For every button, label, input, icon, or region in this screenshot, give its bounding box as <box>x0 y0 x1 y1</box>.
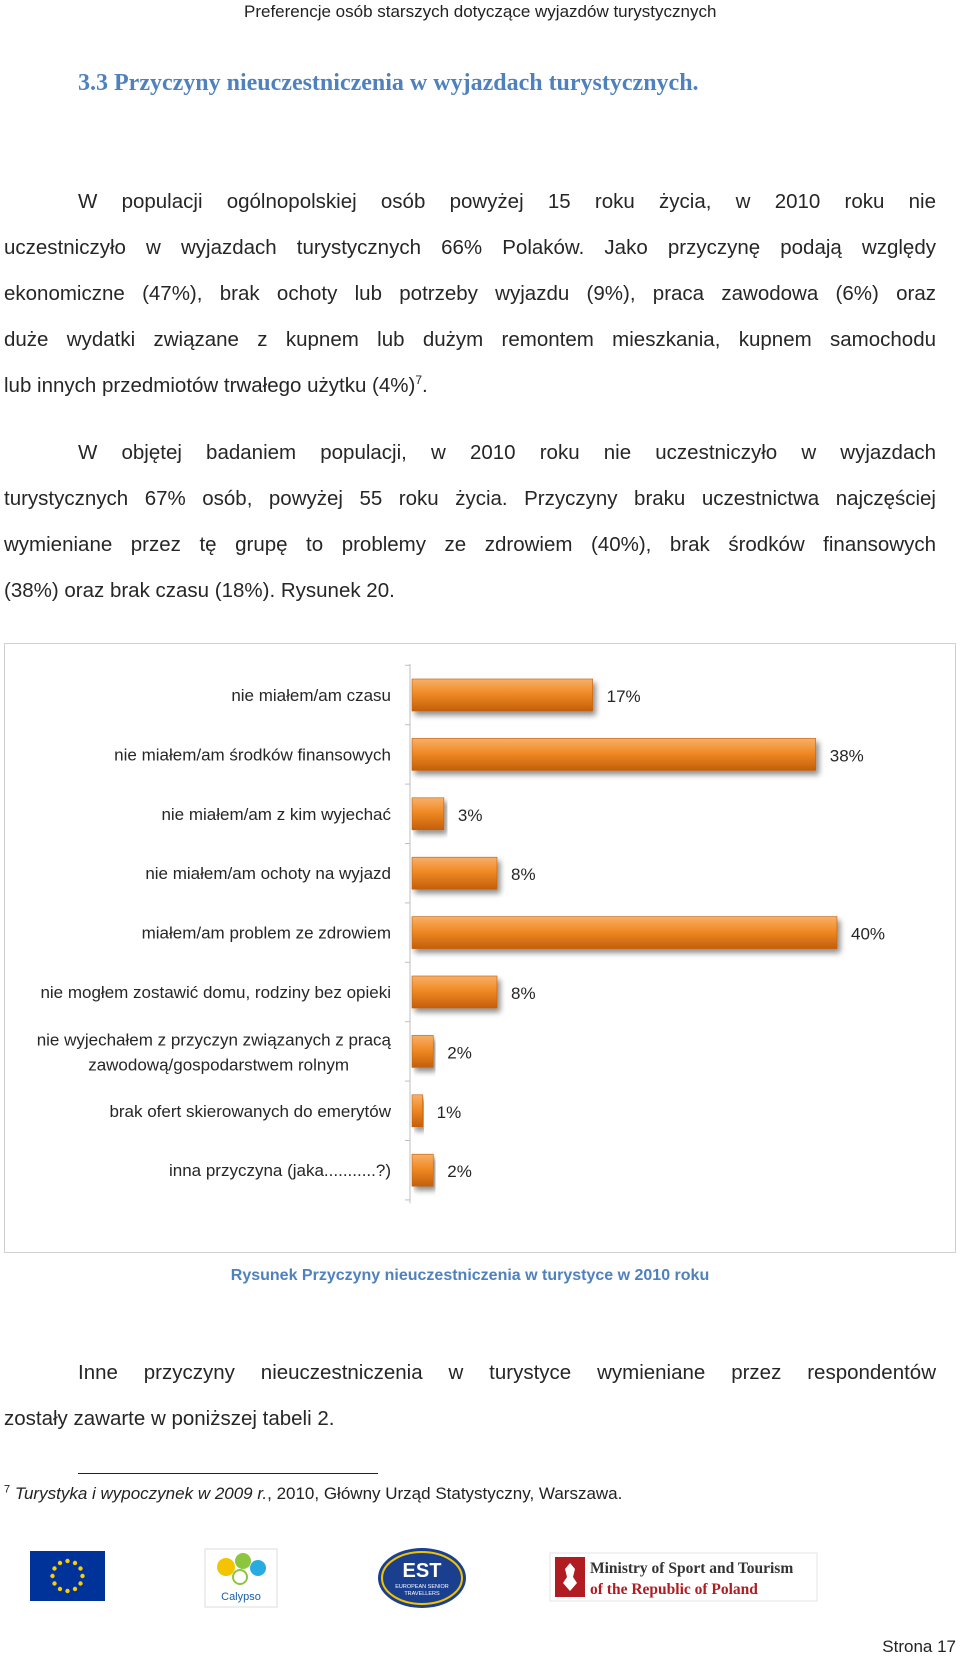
ministry-line-2: of the Republic of Poland <box>590 1581 758 1598</box>
ministry-logo: Ministry of Sport and Tourism of the Rep… <box>549 1552 818 1602</box>
footnote-number: 7 <box>4 1483 11 1496</box>
running-header-title: Preferencje osób starszych dotyczące wyj… <box>244 2 717 21</box>
logo-strip: Calypso EST EUROPEAN SENIOR TRAVELLERS M… <box>0 1545 960 1625</box>
chart-value-label: 17% <box>607 687 641 706</box>
chart-value-label: 2% <box>447 1162 472 1181</box>
page-number: Strona 17 <box>882 1637 956 1656</box>
eu-star-icon <box>57 1560 63 1566</box>
footnote-ref[interactable]: 7 <box>415 373 423 388</box>
figure-caption: Rysunek Przyczyny nieuczestniczenia w tu… <box>230 1267 710 1284</box>
paragraph-2: W objętej badaniem populacji, w 2010 rok… <box>4 430 936 614</box>
eu-star-icon <box>52 1566 57 1571</box>
paragraph-2-line: W objętej badaniem populacji, w 2010 rok… <box>78 441 936 464</box>
ministry-line-1: Ministry of Sport and Tourism <box>590 1560 793 1577</box>
chart-category-label: nie miałem/am czasu <box>231 686 391 705</box>
eu-star-icon <box>72 1560 78 1566</box>
paragraph-3-line: zostały zawarte w poniższej tabeli 2. <box>4 1407 335 1430</box>
chart-category-label: nie miałem/am ochoty na wyjazd <box>145 864 391 883</box>
paragraph-2-line: wymieniane przez tę grupę to problemy ze… <box>4 533 936 556</box>
eu-star-icon <box>80 1573 85 1579</box>
chart-category-label: nie miałem/am środków finansowych <box>114 745 391 764</box>
paragraph-1-last-line: lub innych przedmiotów trwałego użytku (… <box>4 363 936 409</box>
calypso-logo: Calypso <box>204 1548 278 1608</box>
chart-bar <box>411 797 445 831</box>
paragraph-1-line: duże wydatki związane z kupnem lub dużym… <box>4 328 936 351</box>
eu-star-icon <box>65 1558 70 1564</box>
chart-value-label: 8% <box>511 984 536 1003</box>
paragraph-1-line: W populacji ogólnopolskiej osób powyżej … <box>78 190 936 213</box>
chart-bar <box>411 678 593 712</box>
chart-frame: 17% nie miałem/am czasu 38% nie miałem/am ś… <box>4 643 956 1253</box>
chart-value-label: 8% <box>511 865 536 884</box>
bar-chart: 17% nie miałem/am czasu 38% nie miałem/am ś… <box>37 664 885 1204</box>
eu-star-icon <box>72 1586 78 1592</box>
eu-star-icon <box>50 1573 55 1579</box>
calypso-logo-text: Calypso <box>221 1591 261 1603</box>
chart-value-label: 2% <box>447 1043 472 1062</box>
paragraph-3: Inne przyczyny nieuczestniczenia w turys… <box>4 1350 936 1442</box>
chart-value-label: 40% <box>851 925 885 944</box>
section-title: 3.3 Przyczyny nieuczestniczenia w wyjazd… <box>78 70 699 96</box>
est-logo-text: EST <box>403 1560 442 1582</box>
chart-bar <box>411 1153 434 1187</box>
paragraph-1-line: ekonomiczne (47%), brak ochoty lub potrz… <box>4 282 936 305</box>
chart-bar <box>411 738 817 771</box>
chart-value-label: 3% <box>458 806 483 825</box>
footnote-rest: , 2010, Główny Urząd Statystyczny, Warsz… <box>267 1484 623 1503</box>
running-header: Preferencje osób starszych dotyczące wyj… <box>0 2 960 22</box>
paragraph-1: W populacji ogólnopolskiej osób powyżej … <box>4 179 936 409</box>
chart-category-label: nie wyjechałem z przyczyn związanych z p… <box>37 1030 392 1049</box>
logos-svg: Calypso EST EUROPEAN SENIOR TRAVELLERS M… <box>30 1548 818 1608</box>
chart-category-label: inna przyczyna (jaka...........?) <box>169 1161 391 1180</box>
chart-bar <box>411 1035 434 1068</box>
chart-bar <box>411 1094 423 1128</box>
eagle-icon <box>563 1563 577 1591</box>
paragraph-2-line: (38%) oraz brak czasu (18%). Rysunek 20. <box>4 579 395 602</box>
est-logo-sub1: EUROPEAN SENIOR <box>395 1584 449 1590</box>
chart-bar <box>411 975 498 1009</box>
paragraph-3-line: Inne przyczyny nieuczestniczenia w turys… <box>78 1361 936 1384</box>
eu-star-icon <box>78 1581 83 1586</box>
paragraph-1-end: . <box>422 374 428 397</box>
chart-category-label: brak ofert skierowanych do emerytów <box>109 1102 391 1121</box>
paragraph-2-line: turystycznych 67% osób, powyżej 55 roku … <box>4 487 936 510</box>
footnote-separator <box>78 1473 378 1474</box>
chart-category-label: zawodową/gospodarstwem rolnym <box>88 1055 349 1074</box>
footnote: 7 Turystyka i wypoczynek w 2009 r., 2010… <box>4 1484 622 1504</box>
chart-bar <box>411 856 498 890</box>
chart-category-label: miałem/am problem ze zdrowiem <box>142 924 391 943</box>
chart-value-label: 38% <box>830 746 864 765</box>
chart-category-label: nie miałem/am z kim wyjechać <box>161 805 391 824</box>
eu-star-icon <box>78 1566 83 1571</box>
eu-star-icon <box>65 1588 70 1594</box>
est-logo-sub2: TRAVELLERS <box>404 1591 440 1597</box>
footnote-title: Turystyka i wypoczynek w 2009 r. <box>14 1484 268 1503</box>
chart-bar <box>411 916 838 949</box>
eu-flag-logo <box>30 1551 105 1601</box>
chart-category-label: nie mogłem zostawić domu, rodziny bez op… <box>40 983 391 1002</box>
paragraph-1-line: uczestniczyło w wyjazdach turystycznych … <box>4 236 936 259</box>
chart-value-label: 1% <box>437 1103 462 1122</box>
paragraph-1-line: lub innych przedmiotów trwałego użytku (… <box>4 374 416 397</box>
est-logo: EST EUROPEAN SENIOR TRAVELLERS <box>378 1548 466 1608</box>
eu-star-icon <box>52 1581 57 1586</box>
eu-star-icon <box>57 1586 63 1592</box>
